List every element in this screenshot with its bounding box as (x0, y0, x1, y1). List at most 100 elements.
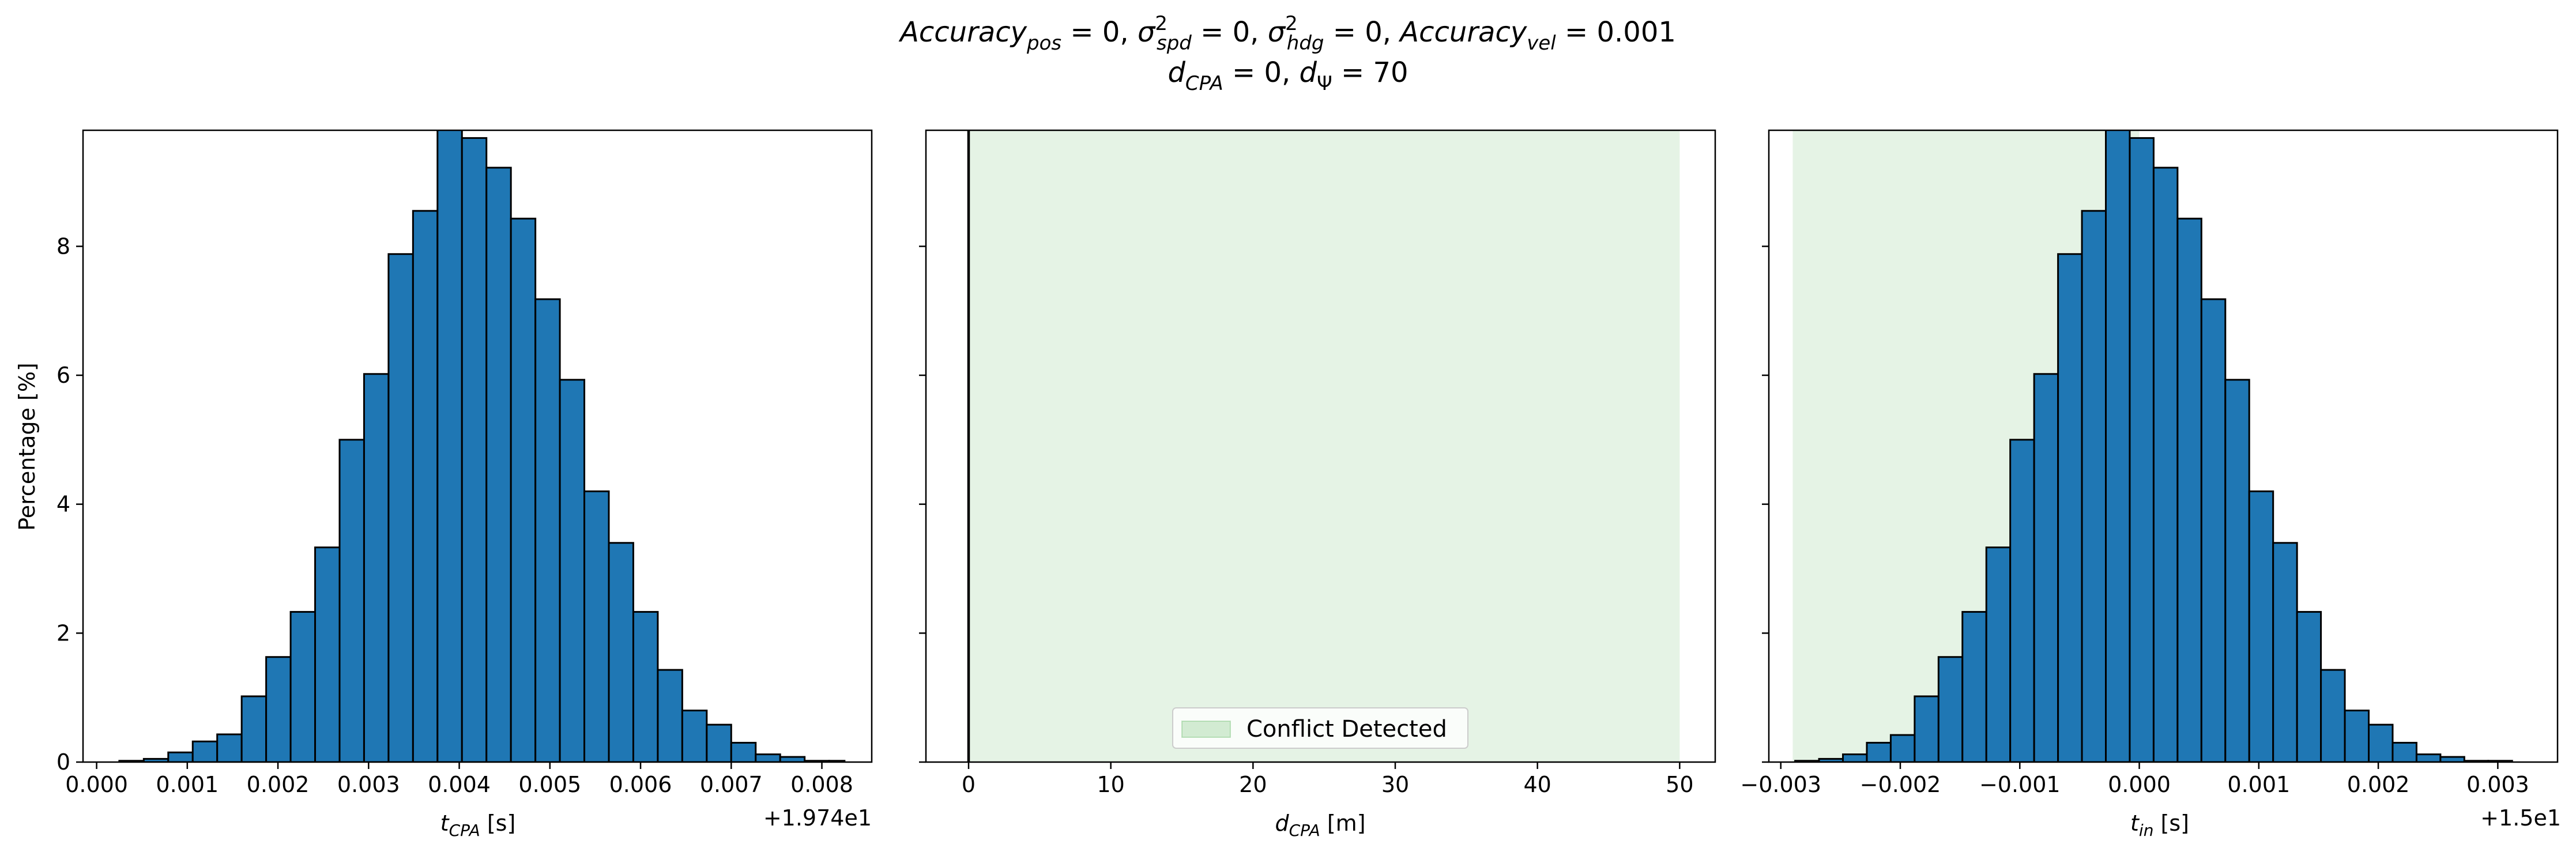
histogram-bar (779, 756, 806, 762)
xlabel-middle: dCPA [m] (1275, 810, 1365, 840)
histogram-bar (2296, 610, 2322, 762)
histogram-bar (583, 490, 610, 762)
histogram-bar (657, 669, 683, 762)
legend-swatch (1181, 721, 1231, 738)
histogram-bar (1914, 695, 1939, 762)
x-tick-label: 0.003 (337, 772, 400, 797)
histogram-bar (1842, 753, 1868, 762)
axes-frame (82, 129, 873, 763)
xlabel-left: tCPA [s] (440, 810, 516, 840)
histogram-bar (2009, 439, 2035, 762)
x-tick-label: −0.002 (1860, 772, 1941, 797)
histogram-bar (681, 710, 708, 762)
histogram-bar (1985, 546, 2012, 762)
x-tick-label: 0.006 (609, 772, 672, 797)
x-tick-label: 40 (1523, 772, 1551, 797)
histogram-bar (2272, 542, 2298, 762)
histogram-bar (2057, 253, 2083, 762)
histogram-bar (265, 656, 292, 762)
histogram-bar (314, 546, 341, 762)
histogram-bar (534, 298, 561, 762)
histogram-bar (706, 723, 732, 762)
figure-title-line1: Accuracypos = 0, σ2 spd = 0, σ2 hdg = 0, A… (898, 12, 1676, 55)
x-tick-label: 0.004 (428, 772, 491, 797)
histogram-bar (2368, 723, 2394, 762)
histogram-bar (387, 253, 414, 762)
histogram-bar (632, 610, 659, 762)
x-tick-label: 30 (1381, 772, 1409, 797)
histogram-bar (216, 733, 243, 762)
histogram-tcpa-panel: 0.000 0.001 0.002 0.003 0.004 0.005 0.006 0.007… (57, 129, 873, 797)
x-tick-label: 0.002 (247, 772, 310, 797)
plot-area (118, 130, 846, 762)
plot-area (1792, 130, 2513, 762)
y-tick-label: 0 (57, 749, 70, 775)
histogram-bar (289, 610, 317, 762)
x-tick-label: 0.001 (2227, 772, 2290, 797)
histogram-bar (1866, 741, 1892, 762)
histogram-bar (338, 439, 365, 762)
y-tick-label: 4 (57, 492, 70, 517)
x-tick-label: −0.003 (1740, 772, 1821, 797)
y-tick-label: 2 (57, 620, 70, 646)
histogram-bar (2248, 490, 2274, 762)
x-tick-label: 10 (1097, 772, 1124, 797)
x-tick-label: 0.000 (2108, 772, 2171, 797)
x-tick-label: 0.002 (2347, 772, 2410, 797)
histogram-bar (2415, 753, 2442, 762)
histogram-bar (167, 751, 194, 762)
histogram-bar (2033, 373, 2059, 762)
histogram-bar (485, 167, 512, 762)
figure-title-line2: dCPA = 0, dΨ = 70 (1168, 56, 1408, 95)
histogram-bar (2129, 137, 2155, 762)
histogram-bar (2200, 298, 2227, 762)
legend-box (1172, 707, 1468, 749)
histogram-bar (2105, 130, 2131, 762)
x-tick-label: 0.003 (2466, 772, 2529, 797)
x-tick-label: 0 (962, 772, 976, 797)
axes-frame (1768, 129, 2559, 763)
histogram-bar (2344, 710, 2370, 762)
offset-text-right: +1.5e1 (2480, 805, 2561, 831)
plot-area (967, 130, 1680, 762)
legend-label: Conflict Detected (1246, 716, 1447, 742)
histogram-bar (363, 373, 390, 762)
x-tick-label: −0.001 (1979, 772, 2061, 797)
histogram-bar (2176, 217, 2202, 762)
x-tick-label: 0.000 (65, 772, 128, 797)
histogram-bar (2081, 210, 2107, 762)
histogram-bar (461, 137, 488, 762)
histogram-bar (2392, 741, 2417, 762)
histogram-bar (412, 210, 439, 762)
histogram-bar (608, 542, 634, 762)
histogram-bar (730, 741, 757, 762)
histogram-bar (2320, 669, 2346, 762)
histogram-bar (1961, 610, 1987, 762)
x-tick-label: 0.008 (790, 772, 853, 797)
histogram-bar (191, 740, 219, 762)
histogram-bar (2152, 167, 2179, 762)
histogram-tin-panel: −0.003 −0.002 −0.001 0.000 0.001 0.002 0.003 (1740, 129, 2559, 797)
y-tick-label: 8 (57, 233, 70, 259)
histogram-bar (755, 753, 781, 762)
offset-text-left: +1.974e1 (763, 805, 872, 831)
histogram-bar (510, 217, 537, 762)
x-tick-label: 0.005 (518, 772, 581, 797)
histogram-bar (1889, 734, 1916, 762)
x-tick-label: 20 (1239, 772, 1267, 797)
conflict-region (969, 130, 1680, 762)
xlabel-right: tin [s] (2130, 810, 2189, 840)
x-tick-label: 50 (1666, 772, 1693, 797)
dcpa-panel: 0 10 20 30 40 50 Conflict Detected (919, 129, 1716, 797)
histogram-bar (436, 130, 463, 762)
x-tick-label: 0.007 (700, 772, 763, 797)
histogram-bar (559, 379, 586, 762)
histogram-bar (2439, 756, 2465, 762)
ylabel-left: Percentage [%] (14, 363, 40, 531)
y-tick-label: 6 (57, 363, 70, 388)
histogram-bar (1937, 656, 1964, 762)
x-tick-label: 0.001 (156, 772, 219, 797)
histogram-bar (240, 695, 268, 762)
axes-frame (925, 129, 1716, 763)
